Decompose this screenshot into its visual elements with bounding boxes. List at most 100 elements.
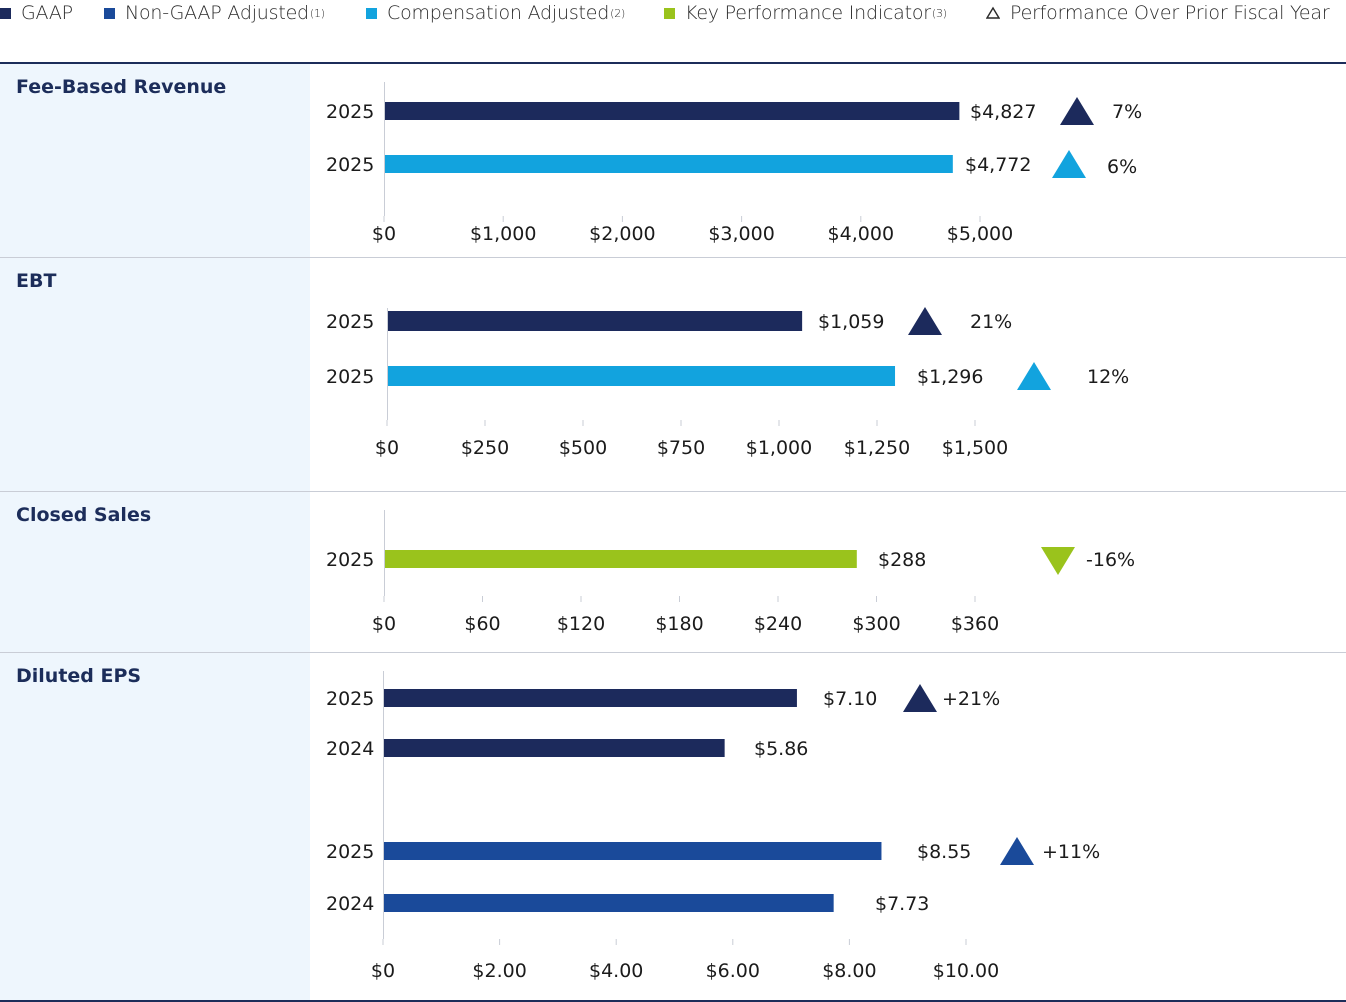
triangle-up-icon <box>903 684 937 712</box>
bar <box>384 739 725 757</box>
legend-label: Key Performance Indicator <box>685 2 931 24</box>
legend-item-compensation: Compensation Adjusted (2) <box>366 0 625 26</box>
x-tick-label: $1,250 <box>844 437 910 459</box>
x-tick-label: $5,000 <box>947 223 1013 245</box>
x-tick-label: $240 <box>754 613 802 635</box>
data-label: $1,296 <box>917 366 983 388</box>
data-label: $7.73 <box>875 893 929 915</box>
triangle-outline-icon <box>986 6 1000 19</box>
legend-swatch-gaap <box>0 7 11 19</box>
x-tick-label: $8.00 <box>822 960 876 982</box>
bar <box>385 155 953 173</box>
chart-panel: Fee-Based Revenue $0 $1,000 $2,000 $3,000 $4,… <box>0 64 1346 258</box>
change-label: 21% <box>970 311 1012 333</box>
chart-panel: EBT $0 $250 $500 $750 $1,000 $1,250 $1,500 2025 $… <box>0 258 1346 492</box>
legend-item-change: Performance Over Prior Fiscal Year <box>986 0 1330 26</box>
data-label: $288 <box>878 549 926 571</box>
legend-swatch-compensation <box>366 7 377 19</box>
legend-label: Performance Over Prior Fiscal Year <box>1010 2 1330 24</box>
bar-chart: $0 $1,000 $2,000 $3,000 $4,000 $5,000 2025 $4,8… <box>326 82 1142 245</box>
panel-divider <box>0 257 1346 258</box>
x-tick-label: $0 <box>372 613 396 635</box>
triangle-up-icon <box>1000 837 1034 865</box>
data-label: $1,059 <box>818 311 884 333</box>
top-rule <box>0 62 1346 64</box>
triangle-up-icon <box>1052 150 1086 178</box>
legend-label: Compensation Adjusted <box>387 2 610 24</box>
x-tick-label: $750 <box>657 437 705 459</box>
bar <box>384 689 797 707</box>
chart-panel: Closed Sales $0 $60 $120 $180 $240 $300 $360 202… <box>0 492 1346 653</box>
x-tick-label: $360 <box>951 613 999 635</box>
panel-divider <box>0 652 1346 653</box>
legend-footnote: (1) <box>309 6 325 20</box>
x-tick-label: $4,000 <box>828 223 894 245</box>
legend-footnote: (2) <box>610 6 626 20</box>
x-tick-label: $1,000 <box>746 437 812 459</box>
chart-title: EBT <box>16 270 57 292</box>
legend-label: Non-GAAP Adjusted <box>125 2 309 24</box>
x-tick-label: $10.00 <box>933 960 999 982</box>
change-label: +11% <box>1042 841 1100 863</box>
x-tick-label: $300 <box>852 613 900 635</box>
legend-item-kpi: Key Performance Indicator (3) <box>664 0 947 26</box>
x-tick-label: $60 <box>464 613 500 635</box>
category-label: 2025 <box>326 841 374 863</box>
panel-sidebar <box>0 64 310 258</box>
panel-sidebar <box>0 492 310 653</box>
category-label: 2025 <box>326 688 374 710</box>
x-tick-label: $0 <box>371 960 395 982</box>
change-label: -16% <box>1086 549 1135 571</box>
x-tick-label: $0 <box>375 437 399 459</box>
data-label: $4,827 <box>970 101 1036 123</box>
x-tick-label: $180 <box>655 613 703 635</box>
chart-title: Fee-Based Revenue <box>16 76 227 98</box>
panel-sidebar <box>0 258 310 492</box>
x-tick-label: $2,000 <box>589 223 655 245</box>
triangle-up-icon <box>908 307 942 335</box>
legend-swatch-non-gaap <box>104 7 115 19</box>
x-tick-label: $4.00 <box>589 960 643 982</box>
x-tick-label: $3,000 <box>708 223 774 245</box>
legend-footnote: (3) <box>931 6 947 20</box>
chart-title: Closed Sales <box>16 504 152 526</box>
triangle-up-icon <box>1060 97 1094 125</box>
chart-title: Diluted EPS <box>16 665 142 687</box>
x-tick-label: $500 <box>559 437 607 459</box>
triangle-up-icon <box>1017 362 1051 390</box>
panel-sidebar <box>0 653 310 1002</box>
bar <box>385 550 857 568</box>
panel-divider <box>0 1000 1346 1002</box>
x-tick-label: $120 <box>557 613 605 635</box>
category-label: 2025 <box>326 154 374 176</box>
bar <box>385 102 960 120</box>
legend-item-gaap: GAAP <box>0 0 73 26</box>
bar-chart: $0 $60 $120 $180 $240 $300 $360 2025 $288 -16% <box>326 510 1135 635</box>
legend-swatch-kpi <box>664 7 675 19</box>
category-label: 2024 <box>326 738 374 760</box>
data-label: $5.86 <box>754 738 808 760</box>
bar-chart: $0 $2.00 $4.00 $6.00 $8.00 $10.00 2025 $7.10 +21… <box>326 671 1100 982</box>
x-tick-label: $1,000 <box>470 223 536 245</box>
bar <box>388 366 896 386</box>
x-tick-label: $0 <box>372 223 396 245</box>
bar <box>384 894 834 912</box>
triangle-down-icon <box>1041 547 1075 575</box>
legend-label: GAAP <box>21 2 73 24</box>
category-label: 2025 <box>326 366 374 388</box>
change-label: +21% <box>942 688 1000 710</box>
legend: GAAP Non-GAAP Adjusted (1) Compensation … <box>0 0 1346 26</box>
category-label: 2024 <box>326 893 374 915</box>
legend-item-non-gaap: Non-GAAP Adjusted (1) <box>104 0 325 26</box>
chart-panel: Diluted EPS $0 $2.00 $4.00 $6.00 $8.00 $10.00 2… <box>0 653 1346 1002</box>
bar <box>384 842 882 860</box>
category-label: 2025 <box>326 549 374 571</box>
panel-divider <box>0 491 1346 492</box>
category-label: 2025 <box>326 101 374 123</box>
category-label: 2025 <box>326 311 374 333</box>
x-tick-label: $250 <box>461 437 509 459</box>
data-label: $7.10 <box>823 688 877 710</box>
change-label: 7% <box>1112 101 1142 123</box>
x-tick-label: $6.00 <box>706 960 760 982</box>
bar <box>388 311 803 331</box>
